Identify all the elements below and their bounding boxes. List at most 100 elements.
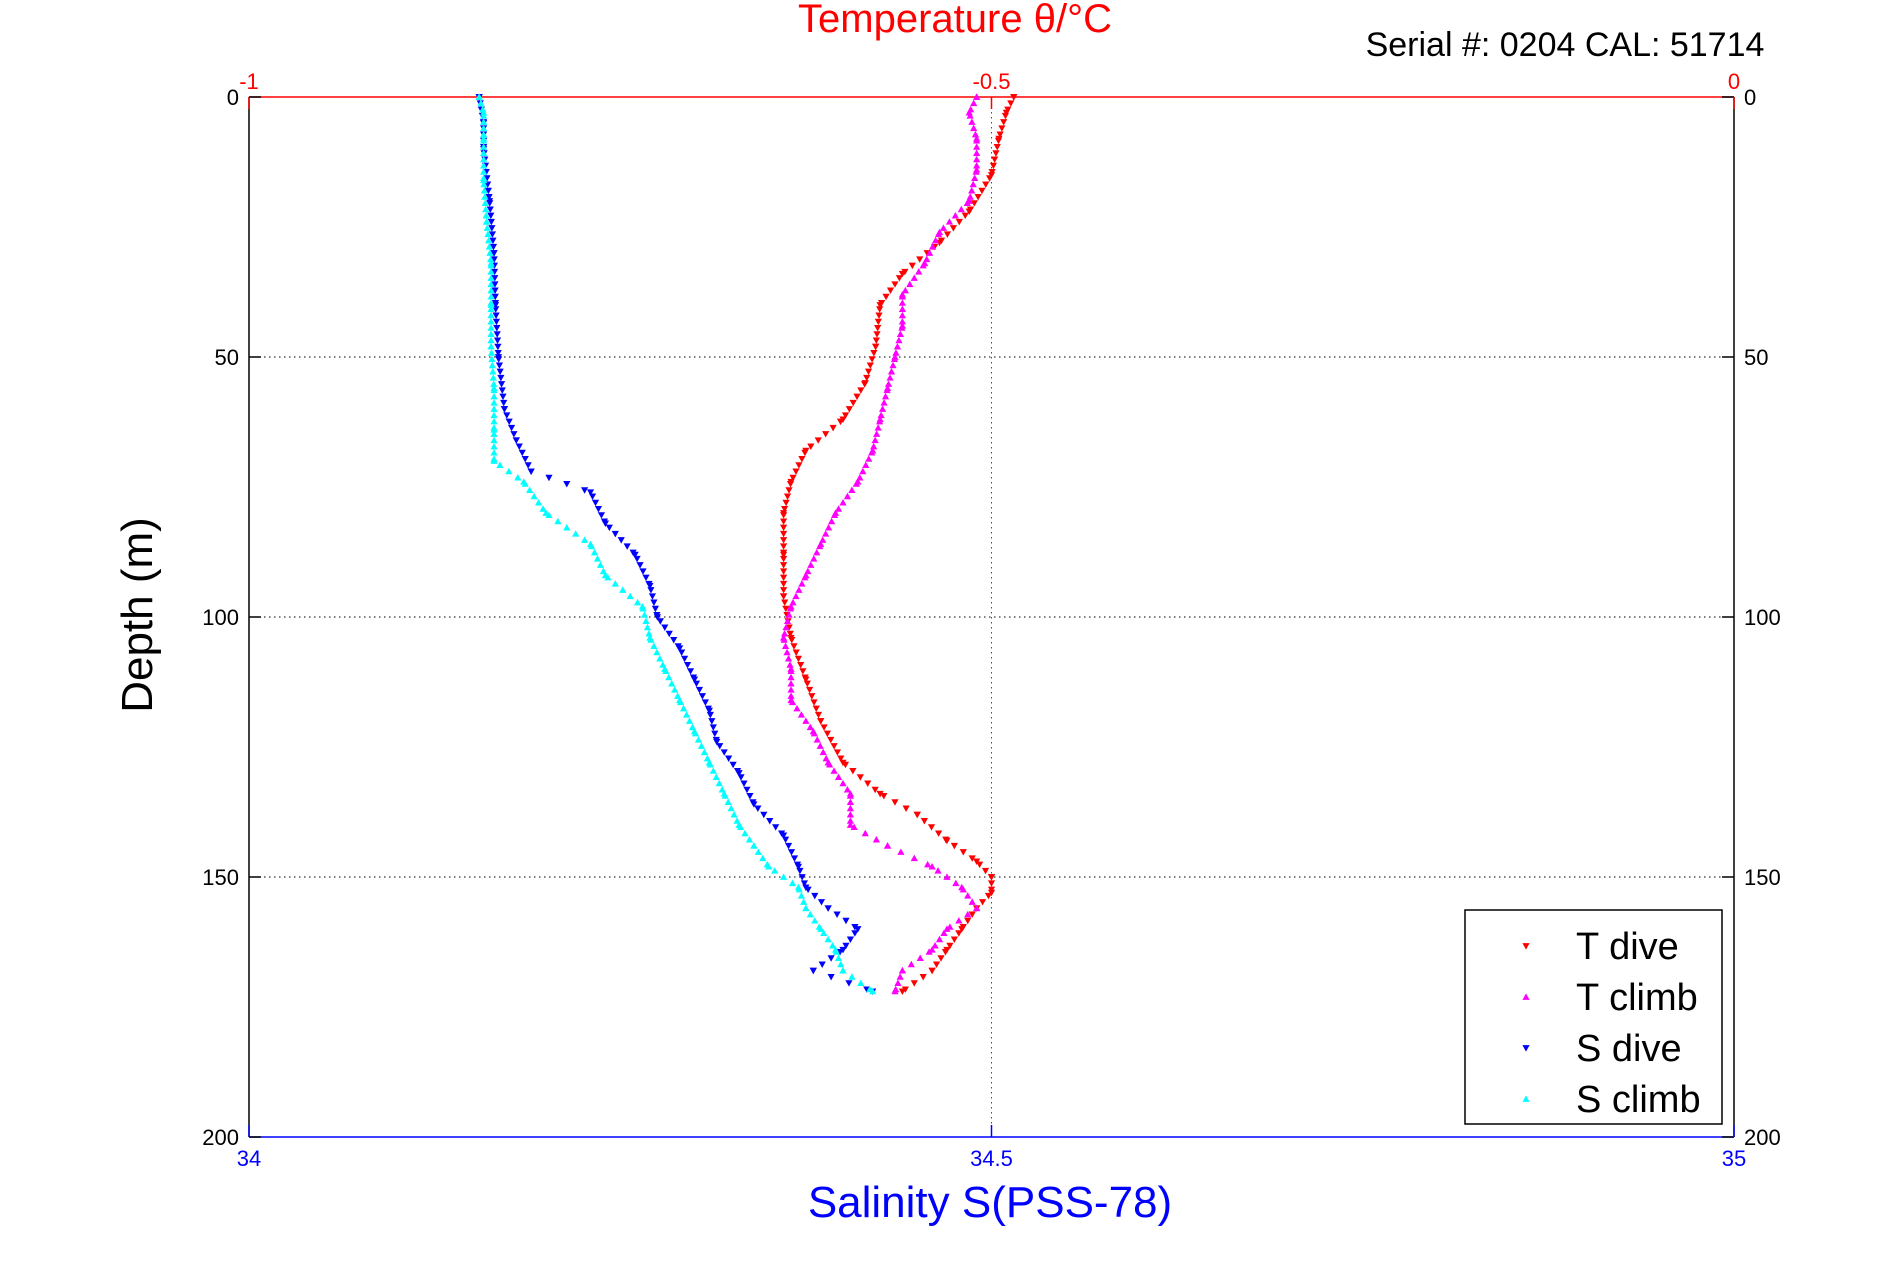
data-point — [780, 537, 788, 544]
data-point — [487, 305, 495, 313]
data-point — [485, 198, 494, 205]
data-point — [780, 551, 788, 559]
data-point — [668, 679, 676, 687]
data-point — [490, 399, 498, 406]
data-point — [754, 848, 762, 855]
data-point — [493, 331, 501, 338]
data-point — [771, 867, 779, 874]
data-point — [846, 798, 855, 805]
data-point — [690, 727, 699, 735]
data-point — [1002, 109, 1010, 117]
data-point — [780, 555, 788, 563]
data-point — [787, 692, 795, 699]
data-point — [530, 492, 538, 500]
data-point — [787, 665, 795, 672]
data-point — [705, 759, 713, 766]
data-point — [845, 406, 853, 413]
data-point — [866, 362, 874, 369]
data-point — [857, 979, 865, 986]
data-point — [924, 860, 932, 868]
data-point — [870, 442, 878, 450]
data-point — [497, 374, 505, 382]
data-point — [686, 668, 695, 675]
data-point — [874, 424, 882, 431]
data-point — [868, 356, 876, 363]
data-point — [973, 135, 981, 142]
data-point — [727, 804, 735, 812]
data-point — [642, 617, 650, 625]
data-point — [850, 823, 858, 830]
data-point — [725, 755, 733, 763]
data-point — [989, 162, 998, 170]
data-point — [946, 942, 954, 950]
data-point — [729, 761, 737, 769]
data-point — [665, 630, 673, 638]
data-point — [928, 946, 936, 953]
data-point — [480, 180, 488, 188]
data-point — [919, 973, 927, 981]
data-point — [653, 648, 661, 656]
data-point — [965, 197, 973, 204]
data-point — [828, 517, 836, 525]
data-point — [787, 849, 796, 856]
series-t-climb — [780, 93, 981, 995]
data-point — [998, 125, 1006, 132]
data-point — [487, 336, 495, 344]
data-point — [843, 786, 852, 793]
data-point — [862, 461, 870, 469]
data-point — [713, 738, 721, 746]
data-point — [797, 711, 806, 718]
data-point — [661, 665, 669, 672]
data-point — [965, 208, 973, 215]
data-point — [487, 286, 495, 294]
data-point — [807, 443, 815, 451]
data-point — [720, 749, 728, 756]
data-point — [780, 587, 788, 594]
data-point — [802, 904, 810, 912]
data-point — [656, 618, 664, 625]
data-point — [495, 362, 504, 369]
data-point — [830, 743, 838, 750]
legend-label: S climb — [1576, 1079, 1701, 1121]
data-point — [931, 942, 939, 949]
data-point — [869, 447, 877, 454]
data-point — [870, 349, 878, 357]
data-point — [642, 574, 650, 582]
data-point — [805, 686, 814, 694]
data-point — [780, 562, 788, 569]
data-point — [976, 861, 984, 869]
data-point — [883, 842, 892, 849]
data-point — [780, 634, 788, 641]
data-point — [965, 109, 973, 116]
data-point — [875, 312, 883, 319]
data-point — [839, 946, 847, 954]
data-point — [991, 156, 999, 163]
data-point — [898, 299, 906, 306]
data-point — [491, 302, 500, 309]
data-point — [802, 447, 810, 455]
data-point — [480, 187, 488, 194]
data-point — [820, 724, 828, 731]
x-bottom-tick-label: 35 — [1722, 1146, 1746, 1171]
data-point — [968, 911, 976, 919]
data-point — [482, 211, 490, 219]
data-point — [950, 936, 958, 943]
data-point — [1010, 94, 1018, 101]
data-point — [581, 536, 589, 543]
data-point — [670, 637, 678, 644]
data-point — [793, 704, 801, 712]
data-point — [839, 416, 847, 423]
data-point — [970, 200, 978, 207]
data-point — [716, 743, 724, 750]
data-point — [995, 135, 1003, 143]
data-point — [853, 393, 861, 401]
data-point — [492, 312, 500, 319]
data-point — [505, 418, 513, 426]
data-point — [893, 343, 902, 350]
data-point — [490, 426, 498, 433]
data-point — [482, 205, 490, 213]
data-point — [877, 411, 885, 419]
y-tick-label-left: 50 — [215, 345, 239, 370]
data-point — [880, 793, 888, 800]
